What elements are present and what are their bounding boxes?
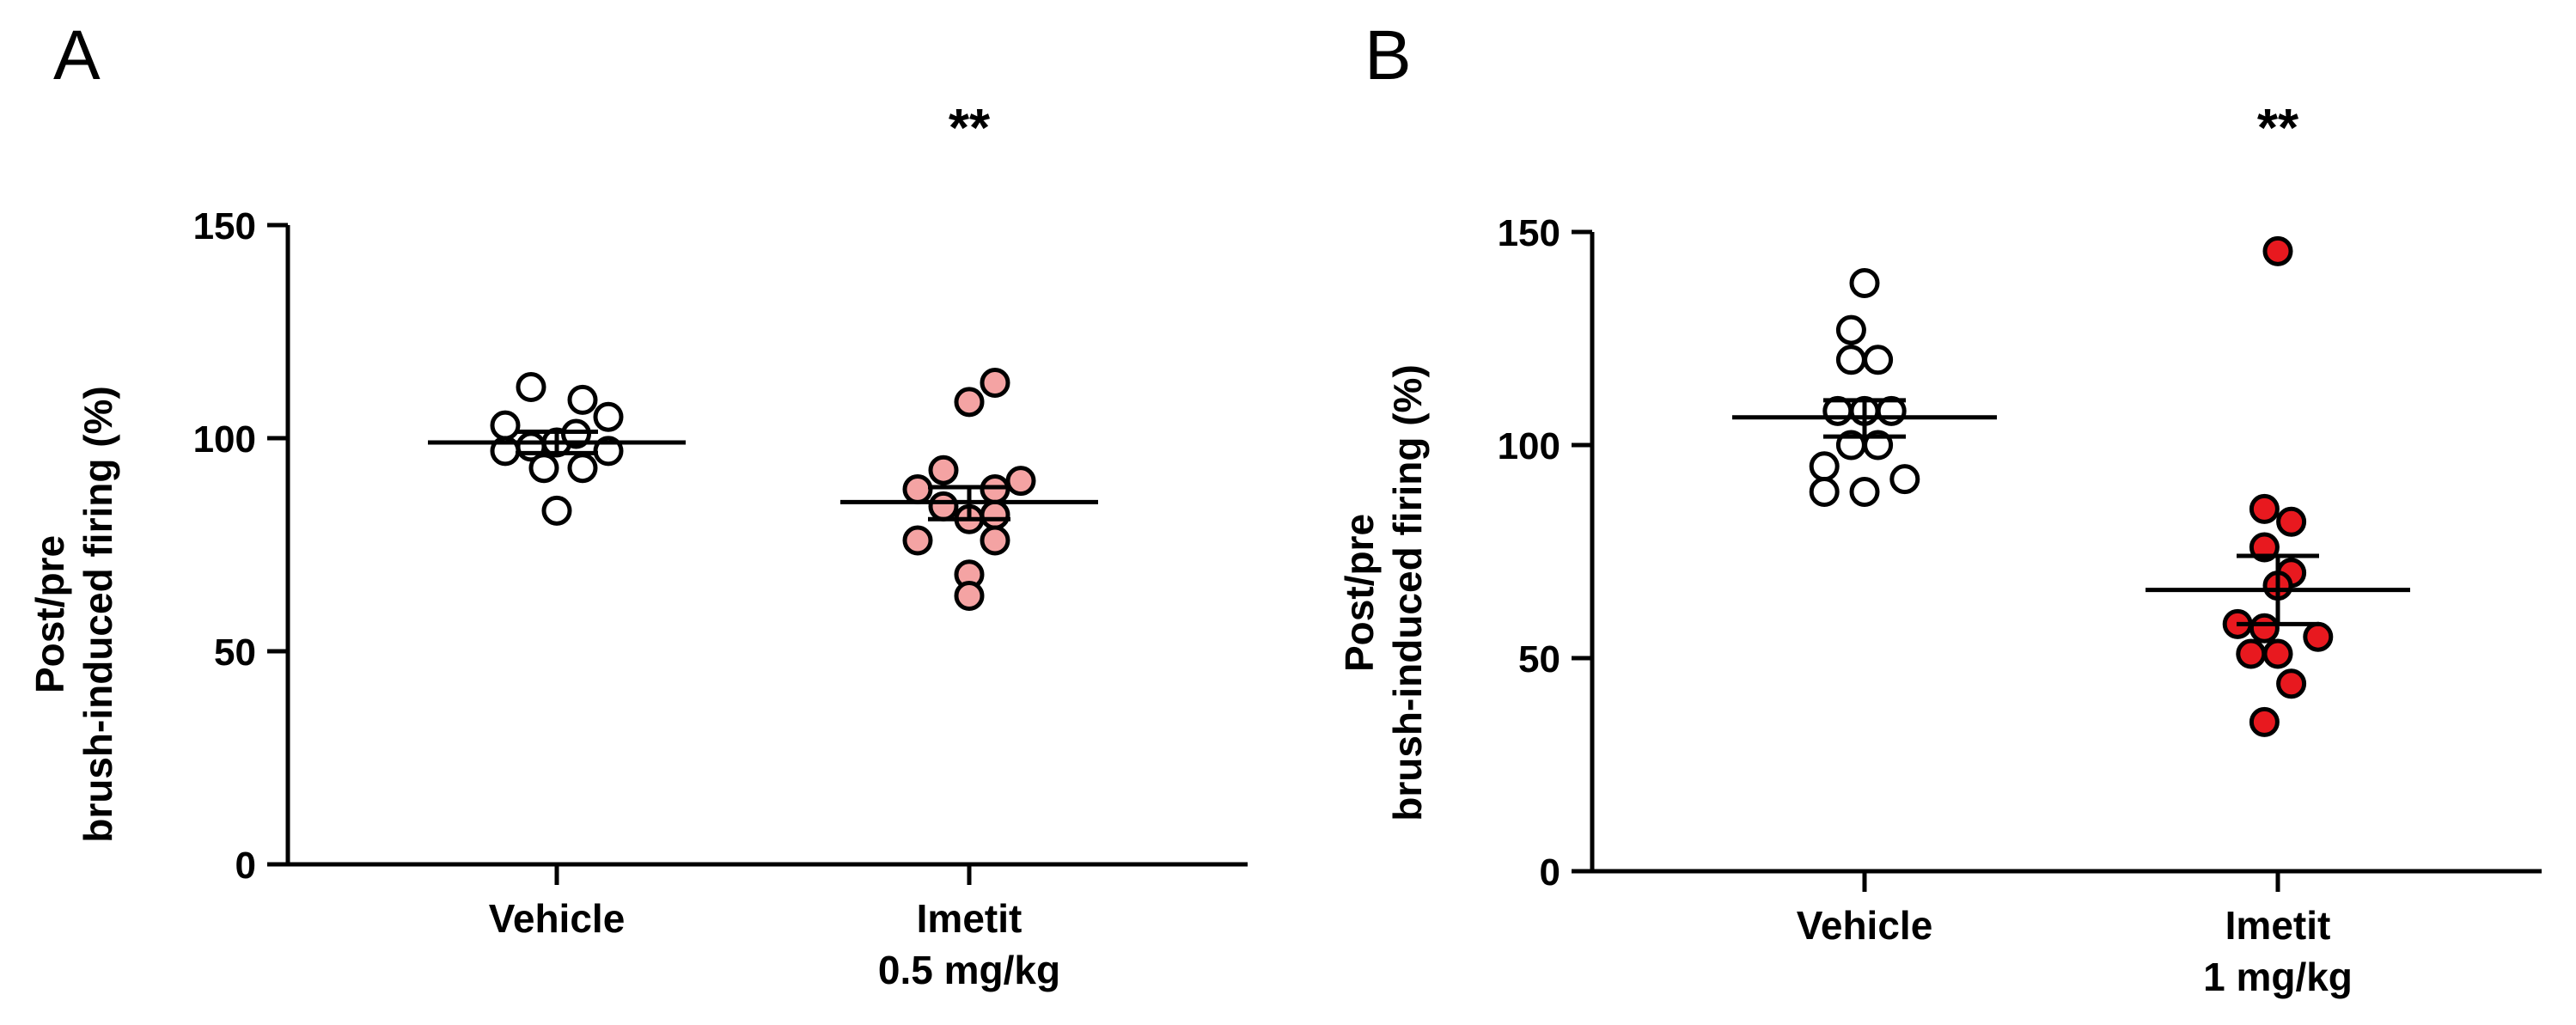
data-point-a-imetit (902, 525, 933, 556)
svg-text:brush-induced firing (%): brush-induced firing (%) (1385, 364, 1430, 821)
y-tick-label-a-100: 100 (193, 418, 256, 461)
data-point-a-imetit (928, 455, 959, 485)
data-point-a-vehicle (528, 453, 559, 484)
data-point-a-vehicle (567, 453, 598, 484)
x-label-a-imetit: Imetit (917, 896, 1022, 941)
x-label-a-imetit-dose: 0.5 mg/kg (878, 948, 1060, 992)
data-marks-b (1732, 235, 2410, 737)
data-point-b-vehicle (1863, 345, 1894, 375)
x-label-b-imetit: Imetit (2225, 903, 2331, 948)
panel-letter-a: A (53, 16, 101, 95)
y-tick-label-b-100: 100 (1498, 425, 1560, 467)
x-label-b-vehicle: Vehicle (1797, 903, 1933, 948)
data-point-a-vehicle (593, 401, 624, 432)
data-point-b-vehicle (1849, 268, 1880, 299)
data-point-b-imetit (2276, 506, 2307, 537)
y-axis-label-b: Post/pre brush-induced firing (%) (1337, 364, 1430, 821)
data-point-b-imetit (2236, 638, 2267, 669)
data-point-b-vehicle (1835, 314, 1866, 345)
y-tick-label-b-150: 150 (1498, 212, 1560, 254)
y-tick-label-a-0: 0 (235, 845, 256, 887)
data-point-b-imetit (2276, 668, 2307, 699)
significance-marker-a: ** (949, 99, 991, 158)
y-axis-label-a: Post/pre brush-induced firing (%) (27, 386, 120, 843)
y-tick-label-b-0: 0 (1540, 851, 1560, 894)
data-point-a-vehicle (567, 384, 598, 415)
data-point-a-imetit (954, 581, 985, 612)
x-label-a-vehicle: Vehicle (489, 896, 626, 941)
data-point-b-vehicle (1809, 477, 1840, 508)
data-point-a-vehicle (541, 495, 572, 526)
svg-text:brush-induced firing (%): brush-induced firing (%) (76, 386, 120, 843)
data-point-b-vehicle (1809, 451, 1840, 482)
x-label-b-imetit-dose: 1 mg/kg (2203, 955, 2353, 999)
panel-b: B ** Post/pre brush-induced firing (%) 1… (1337, 16, 2542, 999)
data-point-b-imetit (2262, 638, 2293, 669)
data-point-b-imetit (2249, 493, 2280, 524)
significance-marker-b: ** (2257, 99, 2299, 158)
panel-a: A ** Post/pre brush-induced firing (%) 1… (27, 16, 1248, 992)
data-point-b-vehicle (1849, 477, 1880, 508)
data-point-a-imetit (980, 499, 1010, 530)
data-point-a-imetit (980, 368, 1010, 399)
data-point-a-imetit (954, 387, 985, 418)
data-point-a-imetit (980, 525, 1010, 556)
data-point-a-vehicle (516, 371, 546, 402)
y-tick-label-b-50: 50 (1518, 638, 1560, 680)
data-point-a-vehicle (490, 410, 521, 441)
data-point-b-imetit (2249, 706, 2280, 737)
data-point-b-imetit (2262, 235, 2293, 266)
data-point-a-imetit (902, 474, 933, 505)
data-point-a-imetit (928, 491, 959, 522)
panel-letter-b: B (1364, 16, 1412, 95)
data-point-b-vehicle (1835, 345, 1866, 375)
y-tick-label-a-50: 50 (214, 631, 256, 674)
data-marks-a (428, 368, 1098, 612)
y-tick-label-a-150: 150 (193, 205, 256, 247)
data-point-b-imetit (2303, 621, 2334, 652)
data-point-b-imetit (2249, 613, 2280, 644)
svg-text:Post/pre: Post/pre (1337, 514, 1382, 672)
data-point-a-imetit (1005, 466, 1036, 497)
data-point-b-vehicle (1889, 464, 1920, 495)
svg-text:Post/pre: Post/pre (27, 535, 72, 693)
